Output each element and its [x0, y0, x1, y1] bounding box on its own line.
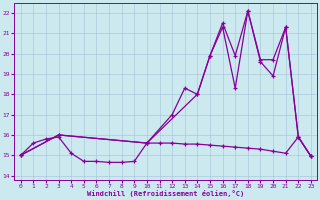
- X-axis label: Windchill (Refroidissement éolien,°C): Windchill (Refroidissement éolien,°C): [87, 190, 244, 197]
